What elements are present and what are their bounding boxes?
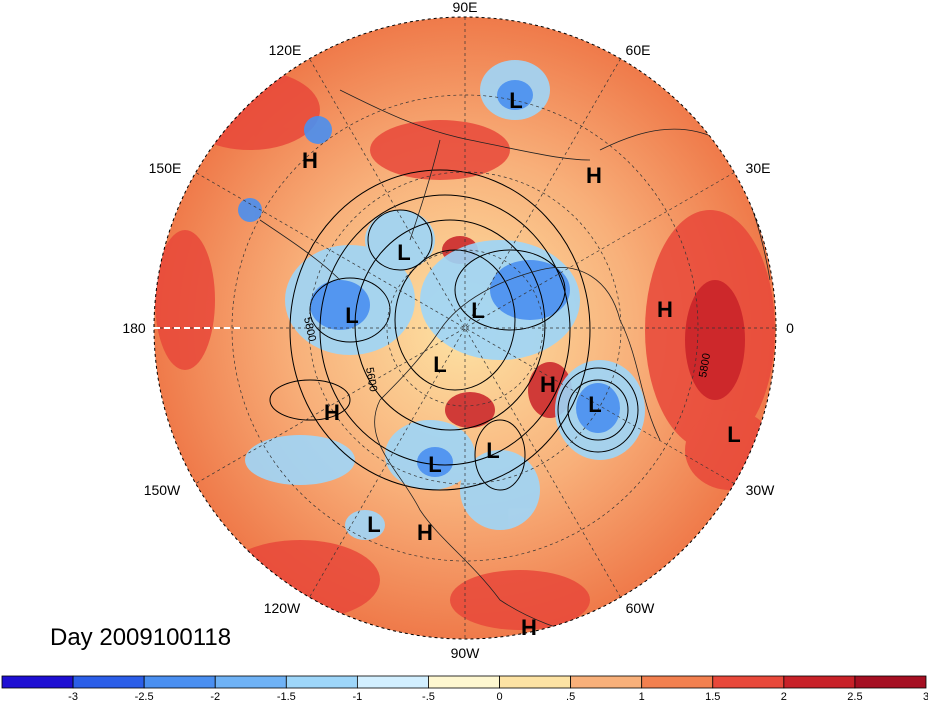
colorbar-tick-label: 1.5 — [705, 691, 720, 702]
colorbar-tick-label: 0 — [496, 691, 502, 702]
contour-label: 5600 — [363, 366, 379, 392]
pressure-system-label: L — [486, 438, 499, 463]
colorbar-swatch — [428, 675, 500, 689]
pressure-system-label: L — [509, 88, 522, 113]
colorbar-swatch — [285, 675, 358, 689]
map-disc — [154, 17, 776, 639]
pressure-system-label: H — [324, 400, 340, 425]
contour-label: 5800 — [301, 316, 318, 342]
colorbar-swatch — [214, 675, 287, 689]
colorbar-tick-label: 3 — [923, 691, 928, 702]
colorbar-swatch — [712, 675, 785, 689]
colorbar-tick-label: -2.5 — [135, 691, 154, 702]
height-contours — [269, 169, 639, 491]
colorbar-swatch — [499, 675, 572, 689]
pressure-system-label: H — [417, 520, 433, 545]
pressure-system-label: H — [657, 297, 673, 322]
lon-label-30e: 30E — [746, 160, 771, 176]
map-boundary — [153, 16, 777, 640]
pressure-system-label: L — [428, 452, 441, 477]
lon-label-150e: 150E — [149, 160, 182, 176]
lon-label-120w: 120W — [264, 600, 301, 616]
colorbar-swatch — [143, 675, 216, 689]
pressure-system-label: H — [586, 163, 602, 188]
pressure-system-label: H — [302, 148, 318, 173]
colorbar-swatch — [72, 675, 145, 689]
lon-label-180: 180 — [122, 320, 146, 336]
colorbar-tick-label: .5 — [566, 691, 575, 702]
lon-label-60e: 60E — [626, 42, 651, 58]
lon-label-60w: 60W — [626, 600, 656, 616]
pressure-system-label: H — [521, 615, 537, 640]
pressure-system-label: L — [727, 422, 740, 447]
lon-label-150w: 150W — [144, 482, 181, 498]
pressure-system-label: H — [540, 372, 556, 397]
colorbar-swatch — [356, 675, 429, 689]
pressure-system-label: L — [433, 352, 446, 377]
pressure-system-label: L — [471, 298, 484, 323]
lon-label-90e: 90E — [453, 0, 478, 15]
colorbar-tick-label: 2.5 — [847, 691, 862, 702]
colorbar-swatch — [783, 675, 856, 689]
graticule — [154, 17, 776, 639]
colorbar: -3 -2.5 -2 -1.5 -1 -.5 0 .5 1 1.5 2 2.5 3 — [1, 675, 928, 702]
colorbar-tick-label: -3 — [68, 691, 78, 702]
colorbar-tick-label: -1.5 — [277, 691, 296, 702]
pressure-system-label: L — [367, 512, 380, 537]
colorbar-swatch — [854, 675, 927, 689]
lon-label-30w: 30W — [746, 482, 776, 498]
pressure-system-label: L — [397, 240, 410, 265]
colorbar-tick-label: -1 — [352, 691, 362, 702]
pressure-system-label: L — [345, 303, 358, 328]
longitude-labels: 90E 60E 30E 0 30W 60W 90W 120W 150W 180 … — [122, 0, 794, 661]
lon-label-0: 0 — [786, 320, 794, 336]
pressure-system-labels: L H H L L L H L H L H L L L H L H — [302, 88, 741, 640]
colorbar-tick-label: 2 — [781, 691, 787, 702]
colorbar-swatch — [570, 675, 643, 689]
lon-label-90w: 90W — [451, 645, 481, 661]
pressure-system-label: L — [588, 392, 601, 417]
contour-label: 5800 — [697, 352, 713, 378]
colorbar-tick-label: -.5 — [422, 691, 435, 702]
lon-label-120e: 120E — [269, 42, 302, 58]
contour-value-labels: 5800 5600 5800 — [301, 316, 713, 393]
colorbar-swatch — [641, 675, 714, 689]
colorbar-swatch — [1, 675, 74, 689]
date-label: Day 2009100118 — [50, 624, 231, 651]
colorbar-tick-label: 1 — [639, 691, 645, 702]
colorbar-tick-label: -2 — [210, 691, 220, 702]
